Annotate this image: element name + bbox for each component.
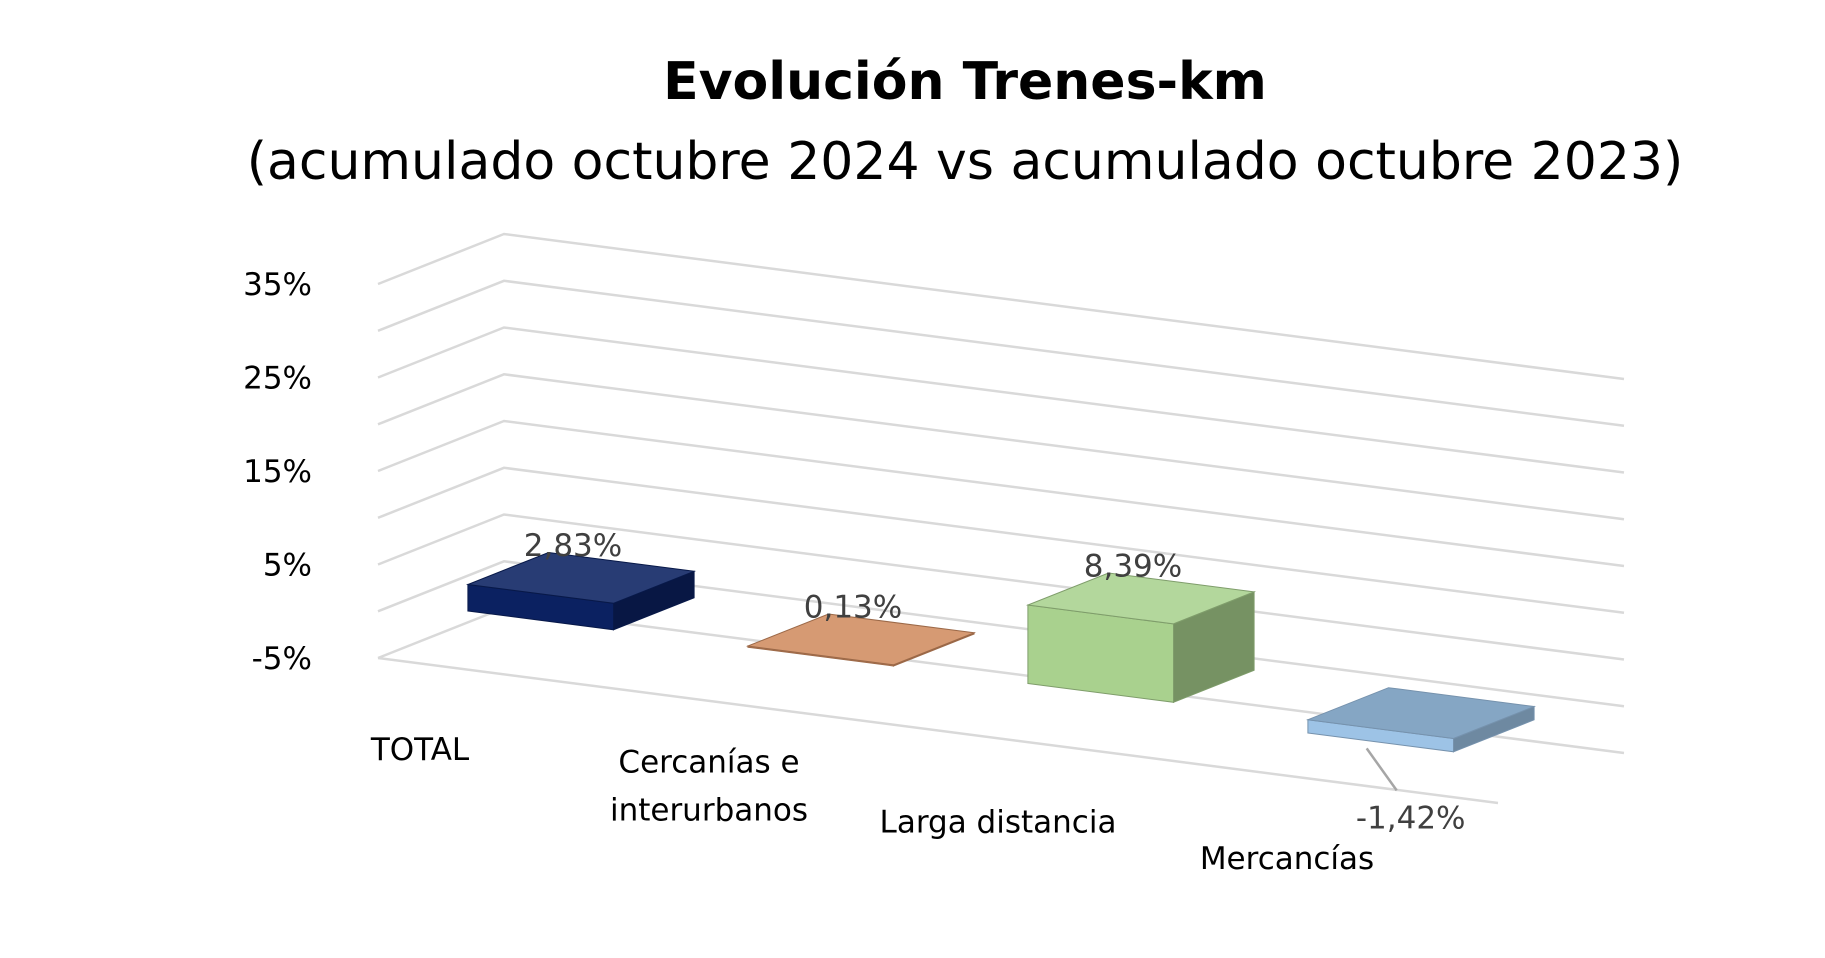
chart-subtitle: (acumulado octubre 2024 vs acumulado oct… [246,132,1684,192]
gridline [377,419,1625,568]
leader-line [1365,747,1398,792]
y-tick-label: -5% [252,641,312,677]
gridline [377,232,1625,381]
gridline [377,466,1625,615]
bar-top-face [745,613,977,666]
bar-top-face [465,551,697,604]
bar-top-face [1025,572,1257,625]
y-tick-label: 25% [243,361,312,397]
data-label: 8,39% [1084,548,1182,584]
y-tick-label: 35% [243,267,312,303]
gridline [377,326,1625,474]
bar [1305,687,1537,753]
data-label: -1,42% [1356,800,1466,836]
bar [465,551,697,631]
category-label: Mercancías [1200,841,1374,877]
category-label: TOTAL [370,732,470,768]
floor-edge [377,656,1499,805]
data-label: 2,83% [524,528,622,564]
data-label: 0,13% [804,589,902,625]
category-label: interurbanos [610,792,808,828]
category-label: Cercanías e [618,744,799,780]
bar [1025,572,1257,704]
y-tick-label: 15% [243,454,312,490]
bar [745,613,977,667]
gridline [377,279,1625,428]
gridline [377,373,1625,521]
chart-title: Evolución Trenes-km [663,52,1267,112]
category-label: Larga distancia [880,805,1117,841]
bar-top-face [1305,687,1537,740]
y-tick-label: 5% [263,548,312,584]
